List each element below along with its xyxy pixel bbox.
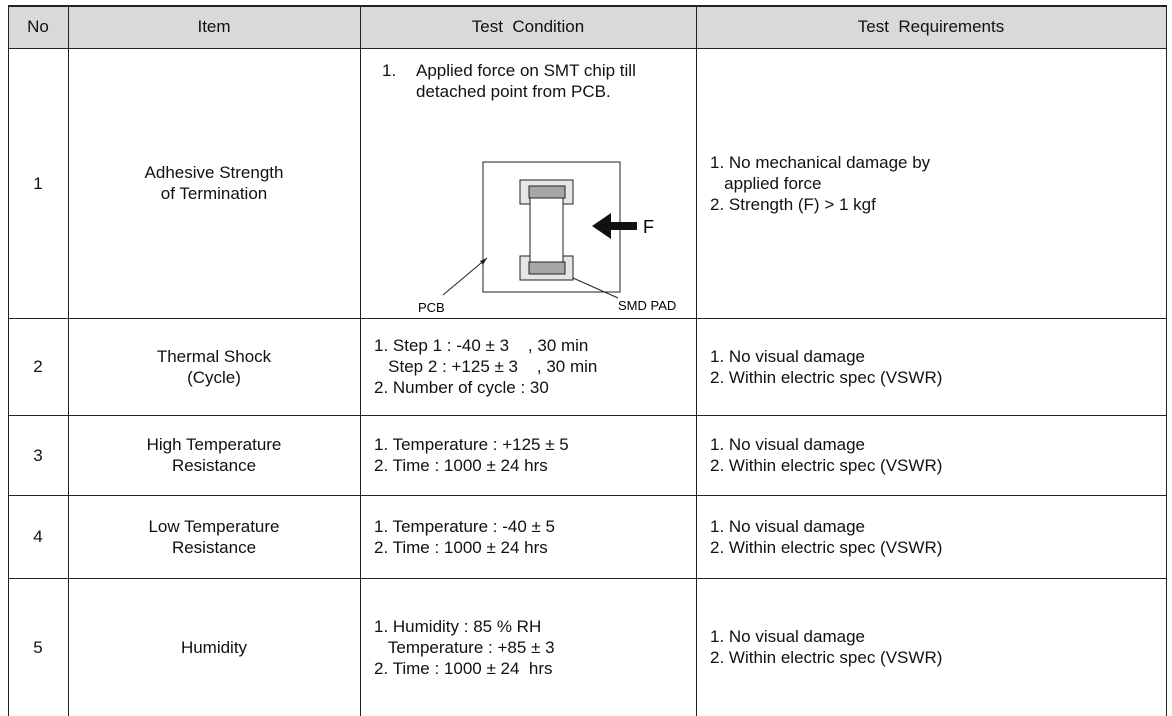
no-cell: 1 — [8, 48, 68, 318]
item-text: Resistance — [171, 537, 257, 557]
requirement-text: 2. Strength (F) > 1 kgf — [710, 194, 876, 214]
condition-text: 1. Temperature : +125 ± 5 — [374, 435, 569, 454]
row-number: 2 — [33, 357, 43, 376]
condition-marker: 1. — [382, 61, 397, 80]
item-text: Humidity — [180, 637, 248, 657]
no-cell: 2 — [8, 318, 68, 415]
condition-text: 1. Temperature : -40 ± 5 — [374, 516, 555, 536]
item-text: Thermal Shock — [156, 346, 272, 366]
row-number: 1 — [33, 173, 43, 193]
header-text: Test Requirements — [857, 17, 1005, 36]
item-text: Adhesive Strength — [144, 163, 284, 182]
condition-cell: 1. Step 1 : -40 ± 3 , 30 min Step 2 : +1… — [360, 318, 696, 415]
requirement-text: 2. Within electric spec (VSWR) — [710, 537, 943, 557]
requirement-text: 1. No visual damage — [710, 627, 865, 646]
requirement-text: 1. No visual damage — [710, 516, 865, 536]
row-border — [8, 495, 1167, 496]
column-border — [1166, 5, 1167, 716]
item-cell: Thermal Shock (Cycle) — [68, 318, 360, 415]
condition-text: 1. Humidity : 85 % RH — [374, 616, 542, 636]
header-cell: Test Condition — [360, 5, 696, 48]
condition-text: 2. Time : 1000 ± 24 hrs — [374, 658, 553, 678]
item-cell: Adhesive Strength of Termination — [68, 48, 360, 318]
condition-text: Temperature : +85 ± 3 — [374, 637, 555, 657]
item-cell: Low Temperature Resistance — [68, 495, 360, 578]
row-number: 5 — [33, 637, 43, 657]
item-text: Resistance — [171, 456, 257, 475]
column-border — [8, 5, 9, 716]
condition-cell: 1. Applied force on SMT chip till detached… — [360, 48, 696, 318]
requirement-text: 2. Within electric spec (VSWR) — [710, 456, 943, 475]
requirements-cell: 1. No visual damage 2. Within electric sp… — [696, 495, 1166, 578]
row-border — [8, 415, 1167, 416]
no-cell: 5 — [8, 578, 68, 716]
condition-text: 2. Time : 1000 ± 24 hrs — [374, 456, 548, 475]
no-cell: 4 — [8, 495, 68, 578]
condition-text: 1. Step 1 : -40 ± 3 , 30 min — [374, 336, 589, 355]
requirement-text: 1. No mechanical damage by — [710, 152, 931, 172]
condition-text: detached point from PCB. — [416, 82, 611, 101]
header-cell: No — [8, 5, 68, 48]
requirements-cell: 1. No visual damage 2. Within electric sp… — [696, 318, 1166, 415]
row-number: 4 — [33, 527, 43, 546]
item-cell: Humidity — [68, 578, 360, 716]
condition-text: Step 2 : +125 ± 3 , 30 min — [374, 357, 598, 376]
row-border — [8, 578, 1167, 579]
condition-cell: 1. Temperature : +125 ± 5 2. Time : 1000 … — [360, 415, 696, 495]
condition-cell: 1. Humidity : 85 % RH Temperature : +85 … — [360, 578, 696, 716]
condition-item: 1. Applied force on SMT chip till detached… — [382, 60, 636, 102]
column-border — [696, 5, 697, 716]
requirement-text: applied force — [710, 173, 822, 193]
condition-cell: 1. Temperature : -40 ± 5 2. Time : 1000 ±… — [360, 495, 696, 578]
condition-text: Applied force on SMT chip till — [416, 61, 636, 80]
requirement-text: 2. Within electric spec (VSWR) — [710, 648, 943, 667]
condition-text: 2. Time : 1000 ± 24 hrs — [374, 537, 548, 557]
header-text: Item — [197, 17, 231, 36]
requirement-text: 1. No visual damage — [710, 435, 865, 454]
item-text: of Termination — [160, 184, 268, 203]
item-text: (Cycle) — [187, 367, 241, 387]
item-text: Low Temperature — [148, 516, 280, 536]
header-text: Test Condition — [471, 17, 585, 36]
requirement-text: 1. No visual damage — [710, 346, 865, 366]
header-text: No — [27, 17, 49, 36]
item-text: High Temperature — [146, 435, 282, 454]
row-number: 3 — [33, 445, 43, 465]
requirement-text: 2. Within electric spec (VSWR) — [710, 367, 943, 387]
column-border — [68, 5, 69, 716]
row-border — [8, 48, 1167, 49]
item-cell: High Temperature Resistance — [68, 415, 360, 495]
header-cell: Test Requirements — [696, 5, 1166, 48]
row-border — [8, 318, 1167, 319]
no-cell: 3 — [8, 415, 68, 495]
column-border — [360, 5, 361, 716]
condition-body: Applied force on SMT chip till detached p… — [416, 60, 636, 102]
condition-text: 2. Number of cycle : 30 — [374, 378, 549, 397]
requirements-cell: 1. No mechanical damage by applied force… — [696, 48, 1166, 318]
requirements-cell: 1. No visual damage 2. Within electric sp… — [696, 415, 1166, 495]
requirements-cell: 1. No visual damage 2. Within electric sp… — [696, 578, 1166, 716]
row-border — [8, 5, 1167, 7]
header-cell: Item — [68, 5, 360, 48]
